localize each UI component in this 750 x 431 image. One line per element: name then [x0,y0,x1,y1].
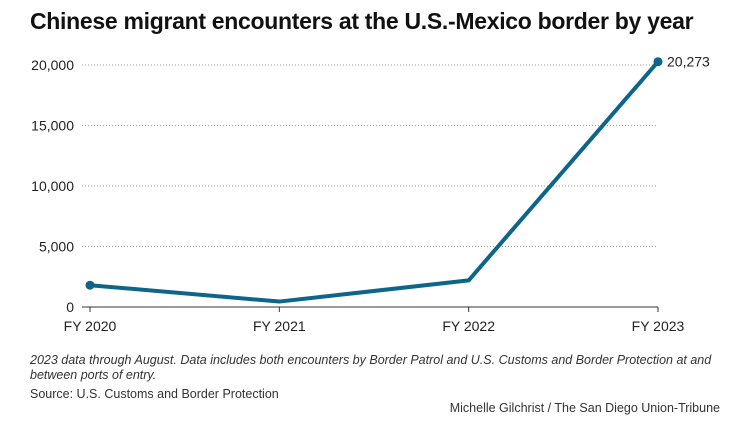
x-axis: FY 2020 FY 2021 FY 2022 FY 2023 [64,306,685,334]
series-line [88,59,660,304]
y-tick-label: 20,000 [31,57,74,73]
data-point-marker [85,280,95,290]
x-tick-label: FY 2022 [442,318,495,334]
data-labels: 20,273 [667,54,710,70]
credit-line: Michelle Gilchrist / The San Diego Union… [449,401,720,415]
x-tick-label: FY 2020 [64,318,117,334]
data-label: 20,273 [667,54,710,70]
source-line: Source: U.S. Customs and Border Protecti… [30,387,279,401]
y-tick-label: 10,000 [31,178,74,194]
x-tick-label: FY 2021 [253,318,306,334]
y-tick-label: 0 [66,299,74,315]
data-point-marker [653,57,663,67]
x-tick-label: FY 2023 [632,318,685,334]
chart-note: 2023 data through August. Data includes … [30,353,712,382]
series-layer [85,57,663,304]
chart-title: Chinese migrant encounters at the U.S.-M… [30,8,694,34]
gridlines [82,64,658,247]
y-axis-ticks: 0 5,000 10,000 15,000 20,000 [31,57,74,315]
y-tick-label: 5,000 [39,239,74,255]
y-tick-label: 15,000 [31,118,74,134]
